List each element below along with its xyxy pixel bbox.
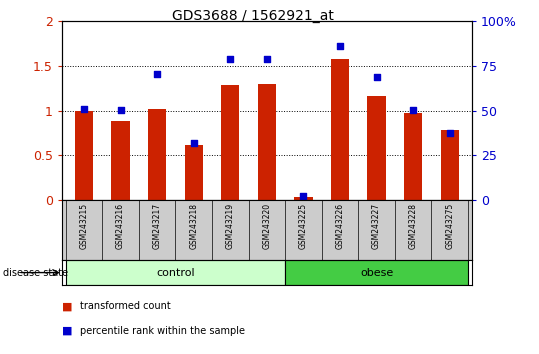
Bar <box>184 144 203 200</box>
Point <box>336 44 344 49</box>
Text: GSM243217: GSM243217 <box>153 203 162 249</box>
Text: percentile rank within the sample: percentile rank within the sample <box>80 326 245 336</box>
Bar <box>331 59 349 200</box>
Bar <box>294 197 313 200</box>
Bar <box>440 130 459 200</box>
Point <box>372 74 381 80</box>
Point <box>80 106 88 112</box>
Text: GSM243227: GSM243227 <box>372 203 381 249</box>
Text: obese: obese <box>360 268 393 278</box>
Bar <box>75 110 93 200</box>
Bar <box>368 96 386 200</box>
Point <box>299 194 308 199</box>
Text: GSM243225: GSM243225 <box>299 203 308 249</box>
Text: disease state: disease state <box>3 268 68 278</box>
Bar <box>112 121 130 200</box>
Point <box>116 107 125 113</box>
Bar <box>404 113 422 200</box>
Text: GDS3688 / 1562921_at: GDS3688 / 1562921_at <box>172 9 334 23</box>
Text: ■: ■ <box>62 301 72 311</box>
Point <box>226 56 234 62</box>
Bar <box>285 260 468 285</box>
Text: GSM243228: GSM243228 <box>409 203 418 249</box>
Bar <box>258 84 276 200</box>
Text: GSM243275: GSM243275 <box>445 203 454 249</box>
Point <box>262 56 271 62</box>
Text: GSM243220: GSM243220 <box>262 203 271 249</box>
Text: GSM243215: GSM243215 <box>79 203 88 249</box>
Bar <box>66 260 285 285</box>
Bar <box>148 109 166 200</box>
Text: GSM243219: GSM243219 <box>226 203 234 249</box>
Text: ■: ■ <box>62 326 72 336</box>
Text: GSM243226: GSM243226 <box>335 203 344 249</box>
Point <box>445 130 454 136</box>
Point <box>409 107 417 113</box>
Point <box>189 140 198 145</box>
Text: control: control <box>156 268 195 278</box>
Text: transformed count: transformed count <box>80 301 170 311</box>
Text: GSM243218: GSM243218 <box>189 203 198 249</box>
Bar <box>221 85 239 200</box>
Text: GSM243216: GSM243216 <box>116 203 125 249</box>
Point <box>153 71 161 77</box>
